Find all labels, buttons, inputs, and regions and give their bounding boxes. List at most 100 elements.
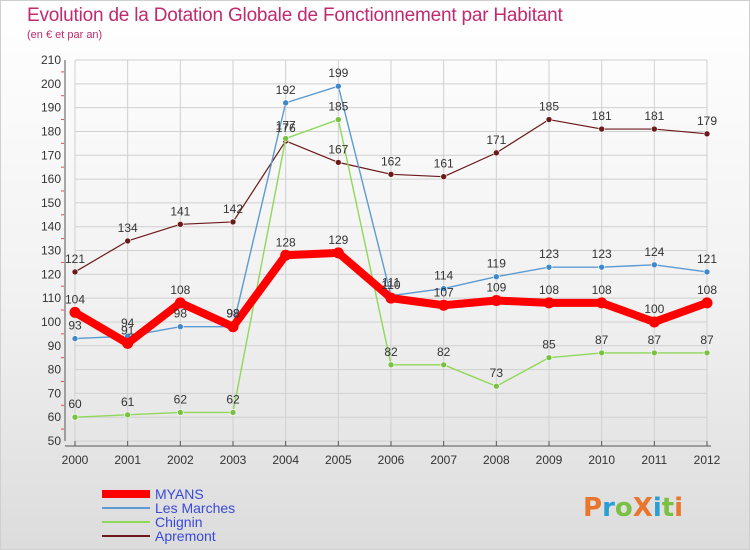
point-myans: [490, 295, 502, 307]
y-tick-label: 160: [41, 172, 61, 186]
data-label-chignin: 61: [121, 395, 135, 409]
x-tick-label: 2010: [588, 453, 615, 467]
y-tick-label: 190: [41, 101, 61, 115]
point-myans: [174, 297, 186, 309]
y-tick-label: 180: [41, 124, 61, 138]
legend-label-chignin: Chignin: [155, 514, 202, 530]
data-label-les-marches: 192: [276, 83, 296, 97]
data-label-myans: 108: [592, 283, 612, 297]
logo-letter: i: [653, 493, 662, 523]
data-label-les-marches: 124: [644, 245, 664, 259]
x-tick-label: 2009: [536, 453, 563, 467]
point-les-marches: [440, 285, 447, 292]
y-tick-label: 60: [48, 410, 62, 424]
data-label-myans: 129: [328, 233, 348, 247]
data-label-chignin: 87: [700, 333, 714, 347]
data-label-apremont: 162: [381, 154, 401, 168]
point-les-marches: [177, 323, 184, 331]
data-label-apremont: 176: [276, 121, 296, 135]
data-label-chignin: 73: [490, 366, 504, 380]
data-label-les-marches: 123: [592, 247, 612, 261]
point-chignin: [493, 382, 500, 390]
data-label-les-marches: 114: [434, 269, 453, 283]
point-myans: [280, 249, 292, 261]
y-tick-label: 80: [48, 363, 62, 377]
point-chignin: [545, 354, 553, 361]
y-tick-label: 200: [41, 77, 61, 91]
point-les-marches: [545, 263, 553, 271]
y-tick-label: 90: [48, 339, 62, 353]
data-label-myans: 104: [65, 292, 85, 306]
data-label-myans: 108: [170, 283, 190, 297]
point-myans: [438, 299, 450, 311]
point-apremont: [229, 218, 237, 226]
point-apremont: [177, 221, 184, 228]
data-label-myans: 108: [539, 283, 559, 297]
data-label-chignin: 62: [226, 392, 240, 406]
y-tick-label: 70: [48, 386, 62, 400]
grid: [74, 59, 708, 442]
x-tick-label: 2003: [220, 453, 247, 467]
point-apremont: [71, 268, 79, 276]
data-label-les-marches: 98: [174, 307, 188, 321]
data-label-apremont: 134: [118, 221, 138, 235]
point-myans: [596, 297, 608, 309]
point-chignin: [124, 411, 131, 419]
x-tick-label: 2002: [167, 453, 194, 467]
data-label-apremont: 179: [697, 114, 717, 128]
legend-label-myans: MYANS: [155, 486, 204, 502]
data-label-chignin: 85: [542, 338, 556, 352]
point-les-marches: [335, 82, 342, 90]
data-label-myans: 107: [434, 285, 454, 299]
chart-title: Evolution de la Dotation Globale de Fonc…: [27, 5, 563, 26]
data-label-les-marches: 94: [121, 316, 135, 330]
y-tick-label: 50: [48, 434, 62, 448]
data-label-chignin: 87: [648, 333, 662, 347]
point-les-marches: [493, 273, 500, 280]
point-les-marches: [282, 99, 289, 107]
point-chignin: [177, 409, 184, 416]
data-label-les-marches: 121: [697, 252, 717, 266]
data-label-apremont: 181: [644, 109, 664, 123]
point-chignin: [440, 361, 447, 369]
data-label-chignin: 82: [437, 345, 451, 359]
point-apremont: [545, 116, 553, 123]
data-label-apremont: 167: [328, 142, 348, 156]
point-chignin: [335, 116, 342, 123]
point-myans: [701, 297, 713, 309]
x-tick-label: 2007: [430, 453, 457, 467]
y-tick-label: 150: [41, 196, 61, 210]
x-tick-label: 2006: [378, 453, 405, 467]
y-tick-label: 120: [41, 267, 61, 281]
point-myans: [69, 306, 81, 318]
point-myans: [122, 337, 134, 349]
series-layer: [69, 82, 713, 421]
proxiti-logo: ProXiti: [583, 493, 683, 523]
x-tick-label: 2004: [272, 453, 299, 467]
point-les-marches: [703, 268, 711, 276]
point-apremont: [124, 237, 131, 245]
point-apremont: [598, 125, 605, 133]
y-tick-label: 130: [41, 244, 61, 258]
data-label-myans: 98: [226, 307, 240, 321]
axes: 50 60 70 80 90 100 110 120 130 140 150 160 170 180 190…: [41, 53, 721, 467]
data-label-chignin: 87: [595, 333, 609, 347]
chart-subtitle: (en € et par an): [27, 29, 103, 41]
x-tick-label: 2001: [114, 453, 141, 467]
data-label-apremont: 142: [223, 202, 243, 216]
data-label-chignin: 177: [276, 119, 296, 133]
data-label-apremont: 171: [486, 133, 506, 147]
data-label-apremont: 181: [592, 109, 612, 123]
logo-letter: X: [633, 493, 653, 523]
data-label-myans: 109: [486, 281, 506, 295]
logo-letter: t: [662, 493, 674, 523]
data-label-les-marches: 93: [68, 319, 82, 333]
point-chignin: [71, 413, 79, 421]
x-tick-label: 2008: [483, 453, 510, 467]
point-apremont: [651, 125, 658, 133]
point-les-marches: [71, 335, 79, 342]
point-apremont: [387, 171, 395, 178]
data-label-les-marches: 119: [487, 257, 506, 271]
